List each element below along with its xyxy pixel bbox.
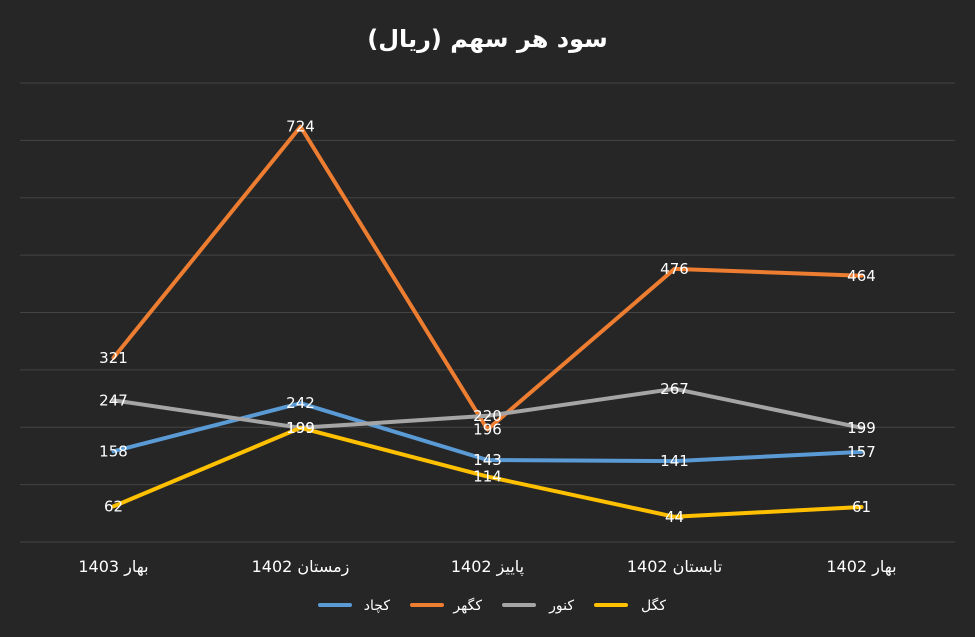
data-label: 476 bbox=[660, 260, 689, 278]
data-label: 724 bbox=[286, 118, 315, 136]
data-label: 464 bbox=[847, 267, 876, 285]
x-axis: بهار 1403 زمستان 1402 پاییز 1402 تابستان 14… bbox=[78, 557, 896, 577]
series-line bbox=[111, 386, 864, 430]
chart-title: سود هر سهم (ریال) bbox=[367, 25, 607, 53]
series-line bbox=[111, 425, 864, 519]
x-tick-label: بهار 1402 bbox=[826, 557, 896, 577]
legend-item: کچاد bbox=[318, 598, 391, 614]
x-tick-label: پاییز 1402 bbox=[451, 557, 524, 577]
legend: کچاد کگهر کنور کگل bbox=[318, 597, 666, 614]
data-label: 157 bbox=[847, 443, 876, 461]
legend-label: کچاد bbox=[364, 598, 391, 614]
gridlines bbox=[20, 82, 955, 543]
data-label: 114 bbox=[473, 468, 502, 486]
data-label: 141 bbox=[660, 452, 689, 470]
data-label: 61 bbox=[852, 498, 871, 516]
data-label: 199 bbox=[847, 419, 876, 437]
data-label: 196 bbox=[473, 421, 502, 439]
legend-label: کگل bbox=[641, 597, 666, 614]
data-label: 199 bbox=[286, 419, 315, 437]
x-tick-label: تابستان 1402 bbox=[627, 557, 722, 576]
data-label: 321 bbox=[99, 349, 128, 367]
data-label: 267 bbox=[660, 380, 689, 398]
data-label: 247 bbox=[99, 391, 128, 409]
legend-label: کنور bbox=[548, 598, 574, 614]
legend-label: کگهر bbox=[452, 597, 482, 614]
legend-item: کگل bbox=[594, 597, 666, 614]
data-label: 158 bbox=[99, 442, 128, 460]
data-labels: 158 242 143 141 157 321 724 196 476 464 247 199 220 2… bbox=[99, 118, 876, 526]
data-label: 143 bbox=[473, 451, 502, 469]
data-label: 242 bbox=[286, 394, 315, 412]
data-label: 220 bbox=[473, 407, 502, 425]
data-label: 44 bbox=[665, 508, 684, 526]
data-label: 62 bbox=[104, 497, 123, 515]
data-label: 199 bbox=[286, 419, 315, 437]
series-lines bbox=[111, 124, 864, 519]
series-line bbox=[111, 124, 864, 432]
x-tick-label: بهار 1403 bbox=[78, 557, 148, 577]
legend-item: کگهر bbox=[410, 597, 482, 614]
x-tick-label: زمستان 1402 bbox=[252, 557, 350, 577]
legend-item: کنور bbox=[502, 598, 574, 614]
